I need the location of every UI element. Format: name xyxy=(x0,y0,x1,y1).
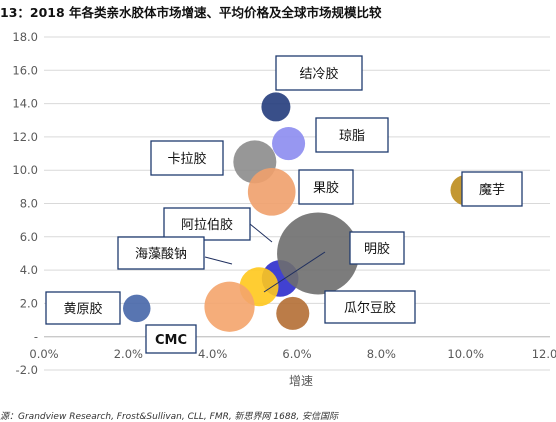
chart-title: 13：2018 年各类亲水胶体市场增速、平均价格及全球市场规模比较 xyxy=(0,5,382,20)
y-tick-label: 4.0 xyxy=(20,263,38,277)
callout-box xyxy=(461,171,523,207)
bubble-layer xyxy=(123,92,481,332)
x-tick-label: 10.0% xyxy=(447,347,484,361)
y-tick-label: 2.0 xyxy=(20,296,38,310)
y-tick-label: 6.0 xyxy=(20,230,38,244)
source-note: 源：Grandview Research, Frost&Sullivan, CL… xyxy=(0,412,339,422)
x-tick-label: 2.0% xyxy=(114,347,143,361)
callout-label: 琼脂 xyxy=(339,129,365,144)
y-tick-label: 10.0 xyxy=(12,163,38,177)
callout-label: 明胶 xyxy=(364,241,390,257)
callout-box xyxy=(150,140,224,176)
bubble-黄原胶 xyxy=(123,294,151,323)
bubble-结冷胶 xyxy=(261,92,291,122)
callout-box xyxy=(145,324,197,354)
y-tick-label: -2.0 xyxy=(16,363,38,377)
callout-label: 卡拉胶 xyxy=(167,151,206,167)
callout-box xyxy=(298,169,354,205)
y-tick-label: 12.0 xyxy=(12,130,38,144)
callout-box xyxy=(275,55,363,91)
y-tick-label: 14.0 xyxy=(12,97,38,111)
y-tick-label: 16.0 xyxy=(12,63,38,77)
callout-label: 黄原胶 xyxy=(63,301,102,317)
y-tick-label: 8.0 xyxy=(20,197,38,211)
callout-label: 果胶 xyxy=(313,180,339,196)
callout-label: 魔芋 xyxy=(479,183,505,198)
x-tick-label: 8.0% xyxy=(367,347,396,361)
callout-box xyxy=(324,290,416,324)
axis-layer: -2.0-2.04.06.08.010.012.014.016.018.00.0… xyxy=(12,30,556,388)
bubble-CMC xyxy=(204,281,255,332)
callout-leader xyxy=(263,251,326,293)
x-axis-title: 增速 xyxy=(289,374,313,388)
callout-box xyxy=(349,231,405,265)
callout-leader xyxy=(249,223,273,243)
y-tick-label: 18.0 xyxy=(12,30,38,44)
x-tick-label: 6.0% xyxy=(282,347,311,361)
callout-box xyxy=(163,207,251,241)
callout-label: 瓜尔豆胶 xyxy=(344,300,396,316)
bubble-琼脂 xyxy=(272,127,306,161)
callout-label: 结冷胶 xyxy=(299,66,338,82)
bubble-果胶 xyxy=(247,168,296,216)
bubble-瓜尔豆胶 xyxy=(276,296,310,330)
x-tick-label: 12.0% xyxy=(532,347,556,361)
callout-box xyxy=(117,236,205,270)
callout-label: 海藻酸钠 xyxy=(135,247,187,262)
callout-box xyxy=(315,117,389,153)
y-tick-label: - xyxy=(34,330,38,344)
callout-box xyxy=(45,291,121,325)
bubble-明胶 xyxy=(277,212,360,295)
callout-label: CMC xyxy=(155,333,187,348)
x-tick-label: 0.0% xyxy=(29,347,58,361)
x-tick-label: 4.0% xyxy=(198,347,227,361)
callout-label: 阿拉伯胶 xyxy=(181,217,233,233)
callout-leader xyxy=(204,256,233,265)
